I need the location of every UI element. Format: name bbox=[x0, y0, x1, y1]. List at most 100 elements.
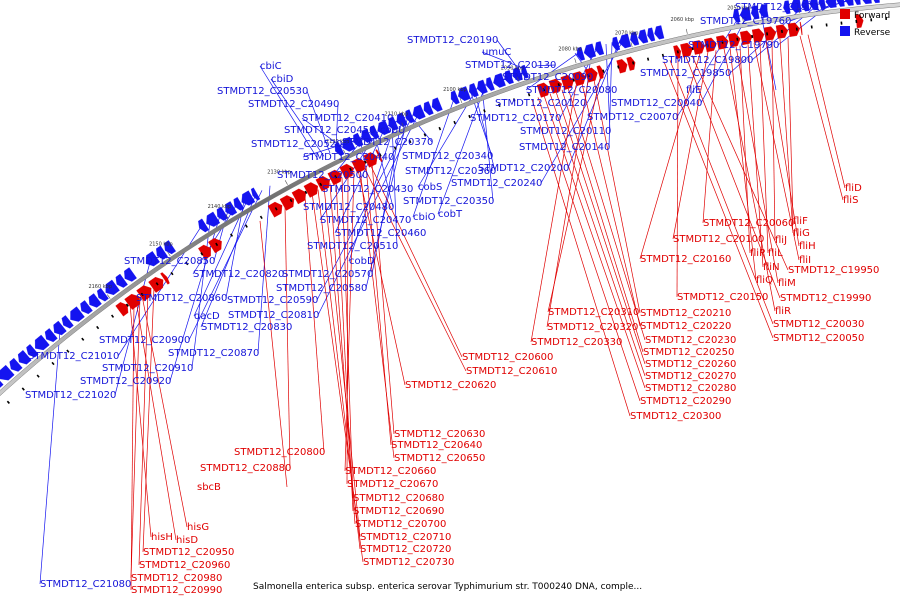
reverse-gene-leader-line bbox=[391, 123, 398, 247]
reverse-gene-label: STMDT12_C20490 bbox=[248, 99, 339, 110]
legend-forward-label: Forward bbox=[854, 11, 890, 21]
reverse-gene-label: STMDT12_C20510 bbox=[307, 241, 398, 252]
track-mark bbox=[676, 50, 679, 54]
track-mark bbox=[244, 224, 248, 228]
track-mark bbox=[6, 400, 10, 404]
track-mark bbox=[587, 73, 590, 78]
forward-gene-leader-line bbox=[359, 168, 395, 459]
forward-gene-leader-line bbox=[669, 60, 774, 325]
forward-gene-label: STMDT12_C20640 bbox=[391, 440, 482, 451]
track-mark bbox=[542, 87, 546, 92]
forward-gene-arrow bbox=[124, 293, 140, 310]
forward-gene-leader-line bbox=[729, 47, 757, 281]
reverse-gene-label: cobD bbox=[349, 256, 375, 267]
forward-gene-label: STMDT12_C20100 bbox=[673, 234, 764, 245]
reverse-gene-label: STMDT12_C20410 bbox=[302, 113, 393, 124]
forward-gene-label: STMDT12_C20630 bbox=[394, 429, 485, 440]
track-mark bbox=[274, 207, 278, 211]
track-mark bbox=[364, 160, 367, 164]
scale-tick-mark bbox=[685, 28, 688, 34]
reverse-gene-arrow bbox=[825, 0, 837, 8]
reverse-gene-label: STMDT12_C20360 bbox=[405, 166, 496, 177]
forward-gene-leader-line bbox=[371, 163, 395, 435]
track-mark bbox=[36, 374, 40, 378]
reverse-gene-arrow bbox=[612, 36, 621, 51]
reverse-gene-label: STMDT12_C20920 bbox=[80, 376, 171, 387]
track-mark bbox=[185, 261, 189, 266]
reverse-gene-label: STMDT12_C19710 bbox=[735, 2, 826, 13]
reverse-gene-leader-line bbox=[257, 185, 271, 354]
legend-reverse-label: Reverse bbox=[854, 28, 891, 38]
forward-gene-leader-line bbox=[537, 97, 641, 402]
forward-gene-label: fliP bbox=[750, 248, 765, 259]
track-mark bbox=[691, 46, 694, 51]
track-mark bbox=[512, 98, 516, 102]
forward-gene-leader-line bbox=[779, 38, 794, 234]
reverse-gene-arrow bbox=[250, 187, 261, 201]
reverse-gene-label: STMDT12_C20870 bbox=[168, 348, 259, 359]
track-mark bbox=[125, 303, 129, 307]
forward-gene-label: STMDT12_C20720 bbox=[360, 544, 451, 555]
reverse-gene-label: STMDT12_C21080 bbox=[40, 579, 131, 590]
scale-tick-mark bbox=[284, 180, 288, 185]
reverse-gene-arrow bbox=[630, 31, 640, 46]
reverse-gene-label: STMDT12_C20480 bbox=[303, 202, 394, 213]
reverse-gene-arrow bbox=[594, 41, 605, 56]
reverse-gene-arrow bbox=[342, 136, 356, 152]
reverse-gene-label: STMDT12_C20130 bbox=[465, 60, 556, 71]
forward-gene-label: STMDT12_C20600 bbox=[462, 352, 553, 363]
reverse-gene-label: STMDT12_C21010 bbox=[28, 351, 119, 362]
track-mark bbox=[736, 37, 739, 41]
reverse-gene-label: STMDT12_C20500 bbox=[277, 170, 368, 181]
forward-gene-label: STMDT12_C20690 bbox=[353, 506, 444, 517]
reverse-gene-arrow bbox=[739, 6, 752, 22]
reverse-gene-arrow bbox=[862, 0, 872, 4]
forward-gene-leader-line bbox=[549, 93, 646, 377]
reverse-gene-arrow bbox=[457, 86, 471, 101]
reverse-gene-arrow bbox=[477, 79, 488, 94]
forward-gene-label: STMDT12_C20280 bbox=[645, 383, 736, 394]
reverse-gene-leader-line bbox=[335, 103, 339, 151]
reverse-gene-arrow bbox=[521, 64, 529, 79]
forward-gene-label: fliR bbox=[775, 306, 791, 317]
reverse-gene-arrow bbox=[233, 196, 245, 211]
reverse-gene-arrow bbox=[638, 29, 649, 44]
forward-gene-label: STMDT12_C20960 bbox=[139, 560, 230, 571]
forward-gene-label: STMDT12_C19950 bbox=[788, 265, 879, 276]
track-mark bbox=[602, 69, 605, 73]
track-mark bbox=[408, 139, 412, 144]
scale-tick-label: 2050 kbp bbox=[727, 6, 751, 12]
forward-gene-label: STMDT12_C20050 bbox=[773, 333, 864, 344]
reverse-gene-arrow bbox=[241, 190, 256, 206]
scale-tick-mark bbox=[630, 42, 633, 48]
forward-gene-label: STMDT12_C20210 bbox=[640, 308, 731, 319]
forward-gene-arrow bbox=[208, 238, 222, 254]
forward-gene-arrow bbox=[727, 32, 741, 48]
reverse-gene-arrow bbox=[783, 0, 791, 15]
reverse-gene-label: STMDT12_C20850 bbox=[124, 256, 215, 267]
reverse-gene-label: STMDT12_C20190 bbox=[407, 35, 498, 46]
forward-gene-arrow bbox=[279, 195, 295, 211]
reverse-gene-label: STMDT12_C19850 bbox=[640, 68, 731, 79]
reverse-gene-arrow bbox=[732, 8, 741, 23]
forward-gene-leader-line bbox=[676, 58, 679, 298]
scale-tick-label: 2120 kbp bbox=[326, 139, 350, 145]
forward-gene-leader-line bbox=[531, 99, 631, 417]
forward-gene-leader-line bbox=[663, 61, 774, 339]
forward-gene-label: fliN bbox=[763, 262, 780, 273]
reverse-gene-label: STMDT12_C20080 bbox=[526, 85, 617, 96]
forward-gene-label: STMDT12_C20320 bbox=[547, 322, 638, 333]
forward-gene-leader-line bbox=[304, 196, 325, 453]
track-mark bbox=[706, 43, 709, 47]
forward-gene-leader-line bbox=[691, 55, 789, 271]
scale-tick-label: 2160 kbp bbox=[88, 284, 112, 290]
forward-gene-label: STMDT12_C20800 bbox=[234, 447, 325, 458]
forward-gene-leader-line bbox=[581, 83, 641, 327]
forward-gene-arrow bbox=[680, 42, 693, 58]
reverse-gene-label: cbiD bbox=[271, 74, 294, 85]
forward-gene-label: fliM bbox=[778, 278, 796, 289]
scale-tick-mark bbox=[742, 17, 744, 23]
scale-tick-label: 2060 kbp bbox=[671, 17, 695, 23]
track-mark bbox=[319, 182, 323, 187]
forward-gene-arrow bbox=[584, 67, 598, 83]
